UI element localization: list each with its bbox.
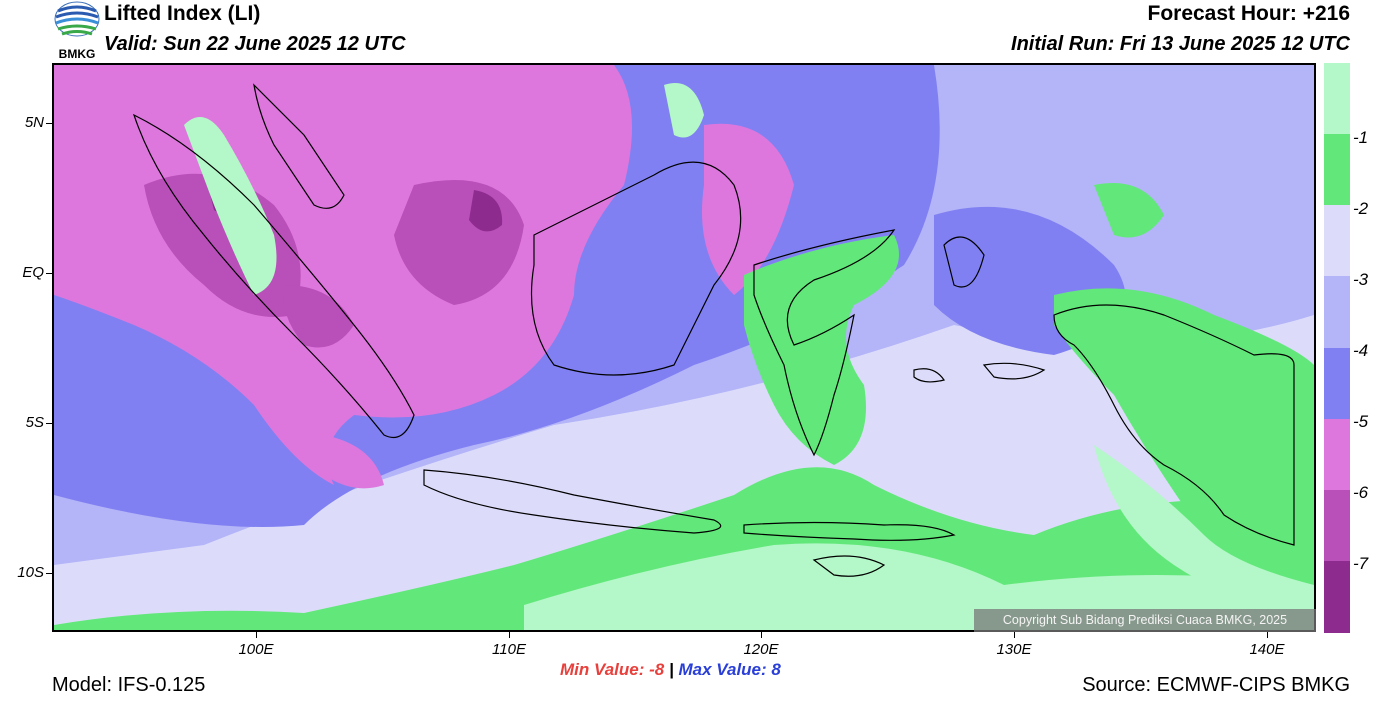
lat-label-5s: 5S — [25, 414, 44, 431]
legend-label: -1 — [1353, 128, 1369, 147]
lat-tick — [46, 423, 52, 424]
lon-tick — [256, 632, 257, 638]
max-value: 8 — [771, 660, 781, 679]
legend-color-cell — [1324, 347, 1350, 420]
forecast-hour: Forecast Hour: +216 — [1147, 2, 1351, 25]
valid-time: Valid: Sun 22 June 2025 12 UTC — [104, 33, 406, 55]
lon-label-100e: 100E — [238, 641, 274, 658]
lon-label-120e: 120E — [743, 641, 779, 658]
legend-colorbar — [1324, 63, 1350, 633]
lat-label-10s: 10S — [17, 564, 44, 581]
legend-label: -7 — [1353, 554, 1369, 573]
lifted-index-map — [52, 63, 1316, 632]
legend-color-cell — [1324, 489, 1350, 562]
lat-label-eq: EQ — [22, 264, 44, 281]
lon-tick — [761, 632, 762, 638]
lon-tick — [1267, 632, 1268, 638]
lon-label-110e: 110E — [492, 641, 526, 658]
legend-color-cell — [1324, 560, 1350, 633]
separator: | — [668, 660, 674, 679]
legend-color-cell — [1324, 63, 1350, 135]
legend-label: -4 — [1353, 341, 1369, 360]
legend-color-cell — [1324, 134, 1350, 206]
legend-color-cell — [1324, 276, 1350, 348]
legend-label: -5 — [1353, 412, 1369, 431]
min-max-values: Min Value: -8 | Max Value: 8 — [560, 660, 781, 680]
legend-label: -6 — [1353, 483, 1369, 502]
lon-tick — [509, 632, 510, 638]
legend-color-cell — [1324, 418, 1350, 491]
lon-label-140e: 140E — [1249, 641, 1285, 658]
map-field — [54, 65, 1314, 630]
initial-run: Initial Run: Fri 13 June 2025 12 UTC — [1011, 33, 1350, 55]
lat-tick — [46, 573, 52, 574]
lat-tick — [46, 123, 52, 124]
legend-label: -2 — [1353, 199, 1369, 218]
data-source: Source: ECMWF-CIPS BMKG — [1082, 674, 1350, 696]
lat-label-5n: 5N — [24, 114, 44, 131]
logo-text: BMKG — [59, 47, 96, 61]
map-title: Lifted Index (LI) — [104, 2, 261, 25]
model-name: Model: IFS-0.125 — [52, 674, 206, 696]
legend-color-cell — [1324, 205, 1350, 277]
copyright-notice: Copyright Sub Bidang Prediksi Cuaca BMKG… — [974, 609, 1316, 632]
lon-tick — [1014, 632, 1015, 638]
lat-tick — [46, 273, 52, 274]
min-value: -8 — [649, 660, 665, 679]
lon-label-130e: 130E — [996, 641, 1032, 658]
min-label: Min Value: — [560, 660, 645, 679]
max-label: Max Value: — [678, 660, 767, 679]
legend-label: -3 — [1353, 270, 1369, 289]
bmkg-logo: BMKG — [52, 1, 102, 61]
